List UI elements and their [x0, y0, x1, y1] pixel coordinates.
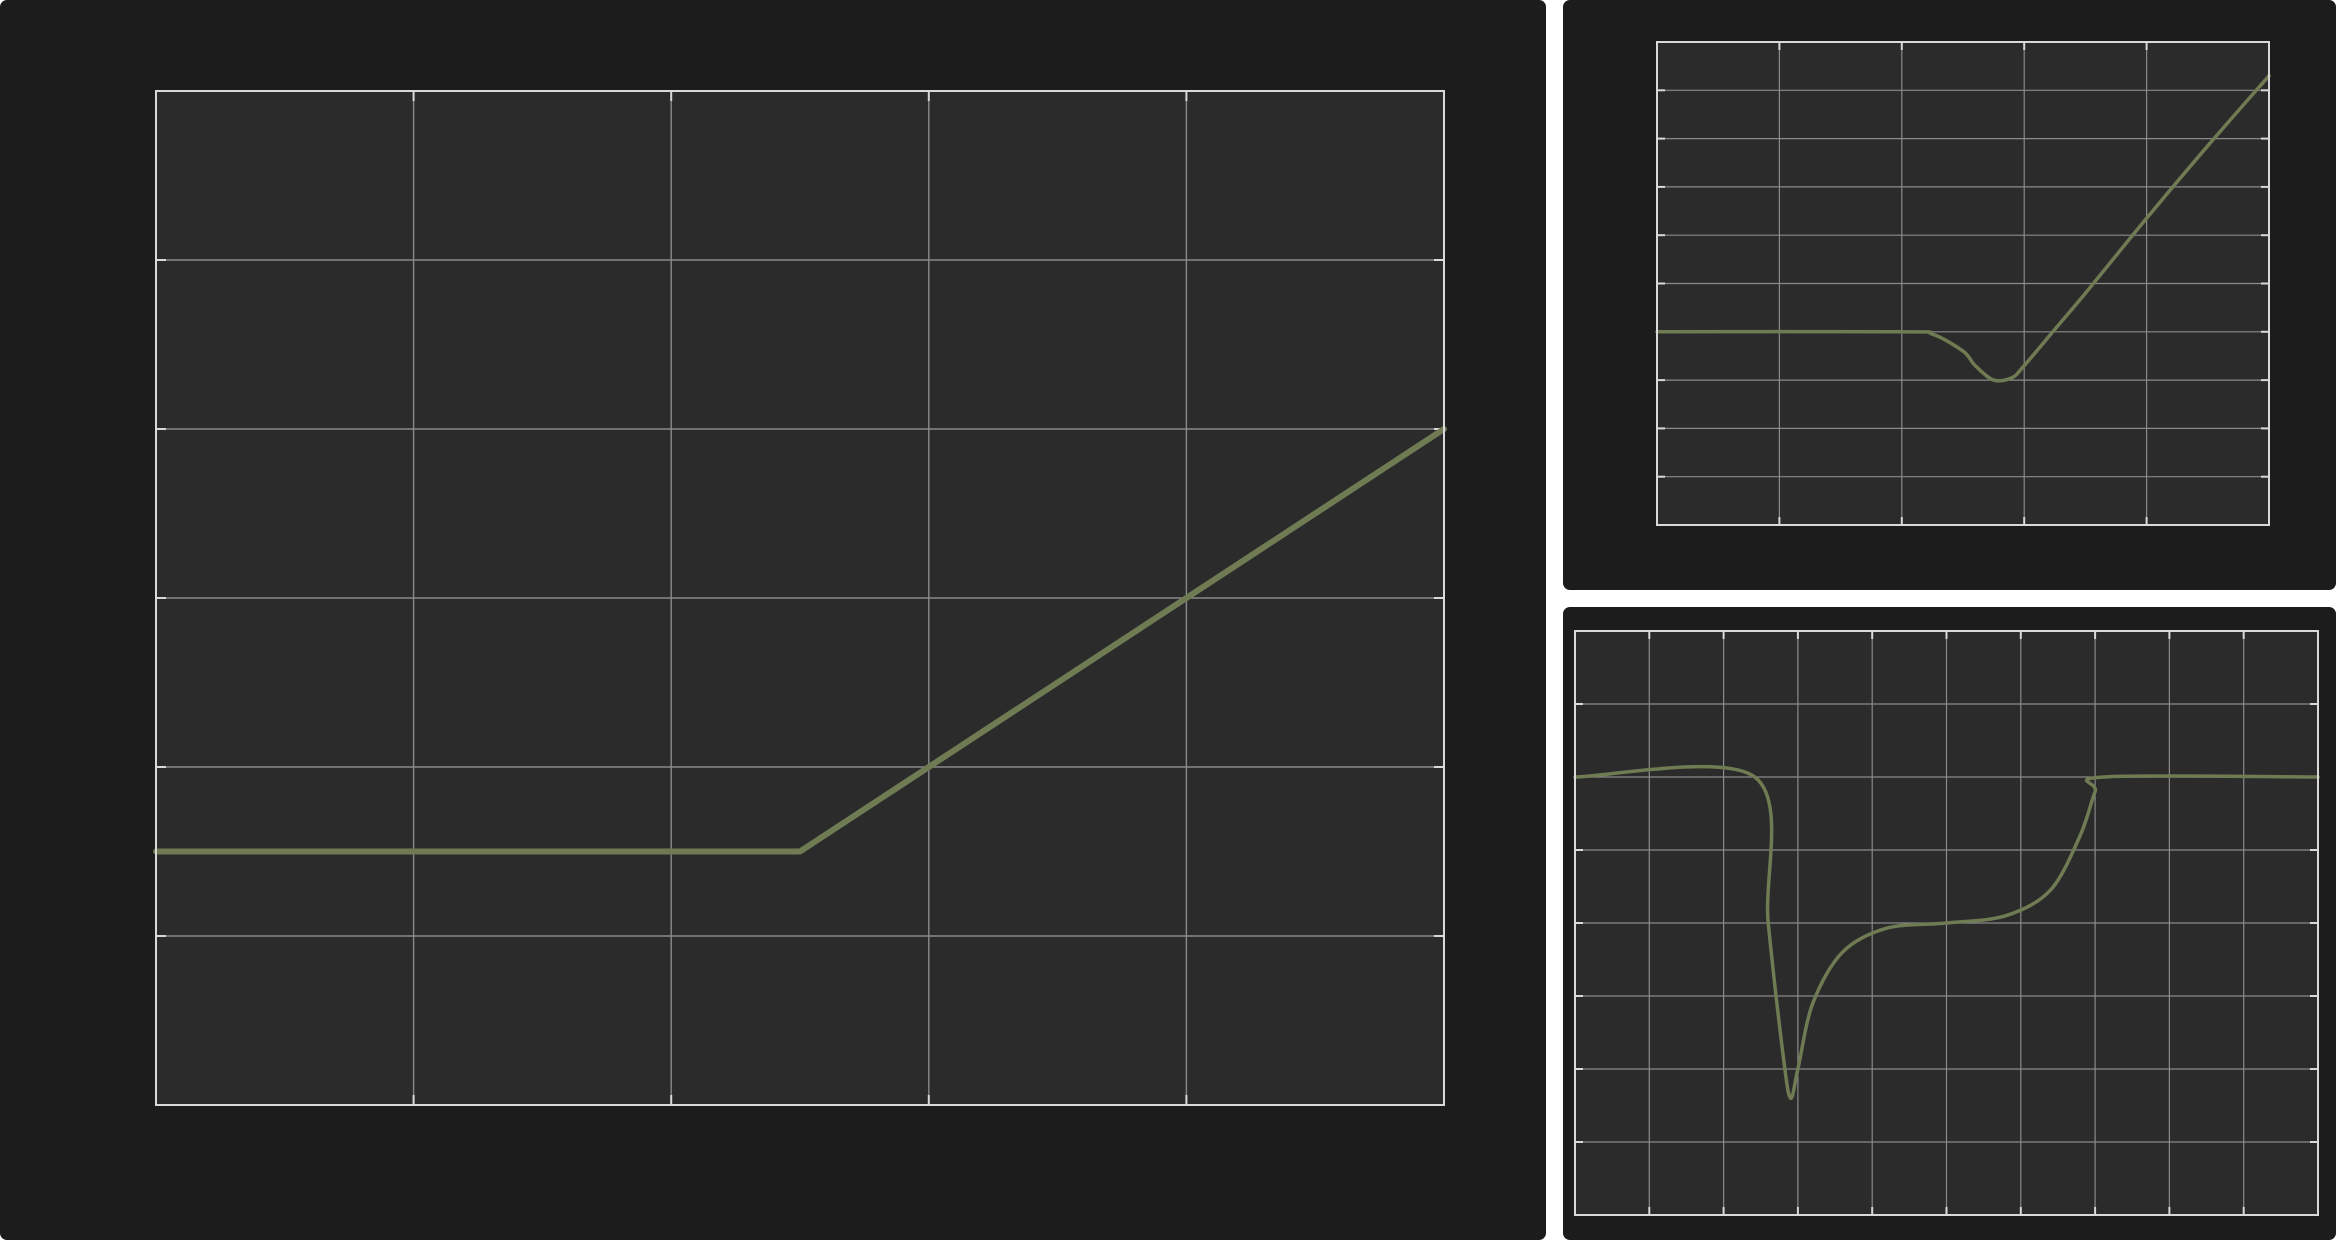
plot-frame — [155, 90, 1445, 1106]
top-right-chart-panel — [1563, 0, 2336, 590]
main-line-chart — [153, 90, 1447, 1106]
bottom-right-chart-panel — [1563, 607, 2336, 1240]
bottom-right-line-chart — [1573, 630, 2320, 1216]
series-line — [1655, 74, 2271, 383]
top-right-line-chart — [1655, 41, 2271, 526]
series-line — [1573, 764, 2320, 1100]
series-line — [153, 426, 1447, 855]
plot-frame — [1574, 630, 2319, 1216]
plot-frame — [1656, 41, 2270, 526]
main-chart-panel — [0, 0, 1546, 1240]
